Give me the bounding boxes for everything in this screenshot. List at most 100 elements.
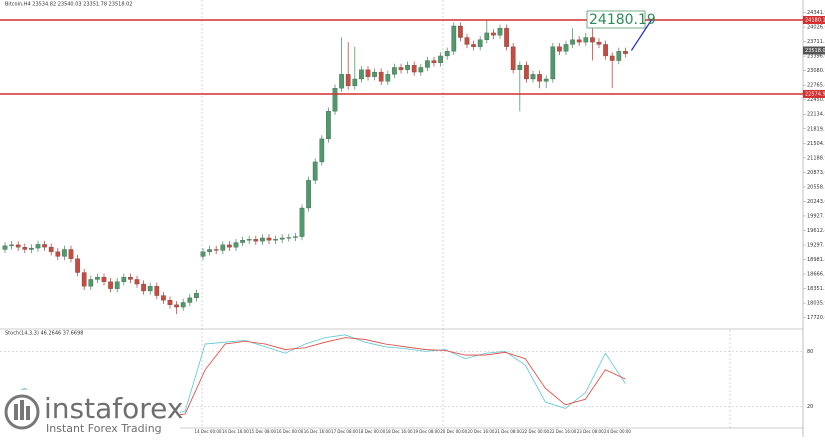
y-tick-label: 22765.40 <box>807 83 825 89</box>
y-tick-label: 23396.00 <box>807 54 825 60</box>
candle-body <box>48 247 54 252</box>
candle-body <box>55 251 61 257</box>
candle-body <box>550 46 556 80</box>
candle-body <box>319 138 325 163</box>
candle-body <box>68 249 74 259</box>
x-tick-label: 23 Dec 08:00 <box>577 429 604 434</box>
candle-body <box>392 67 397 75</box>
candle-body <box>114 281 120 289</box>
candle-body <box>62 249 67 257</box>
x-tick-label: 19 Dec 08:00 <box>413 429 440 434</box>
x-tick-label: 15 Dec 08:00 <box>249 429 276 434</box>
candle-body <box>95 276 100 280</box>
candle-body <box>583 37 589 43</box>
y-tick-label: 24341.90 <box>807 10 825 16</box>
candle-body <box>220 244 226 251</box>
candle-body <box>286 237 292 239</box>
candle-body <box>273 239 278 241</box>
candle-body <box>81 272 87 287</box>
candle-body <box>623 51 628 54</box>
candle-body <box>9 244 14 246</box>
candle-body <box>121 276 127 282</box>
candle-body <box>213 249 219 251</box>
candle-body <box>471 44 476 47</box>
oscillator-tick-label: 20 <box>807 404 813 410</box>
candle-body <box>590 37 595 43</box>
y-tick-label: 18035.90 <box>807 301 825 307</box>
candle-body <box>444 51 450 57</box>
candle-body <box>537 74 542 82</box>
candle-body <box>332 88 338 112</box>
candle-body <box>141 283 146 292</box>
candle-body <box>524 65 529 80</box>
candle-body <box>266 237 272 241</box>
price-label: 22574.98 <box>805 91 825 97</box>
candle-body <box>609 55 615 61</box>
logo <box>20 400 24 420</box>
candle-body <box>530 74 536 80</box>
candle-body <box>29 247 34 250</box>
candle-body <box>425 60 430 68</box>
candle-body <box>438 55 443 64</box>
watermark: instaforex Instant Forex Trading <box>0 390 183 437</box>
candle-body <box>42 244 47 248</box>
candle-body <box>563 44 569 52</box>
y-tick-label: 21188.90 <box>807 155 825 161</box>
candle-body <box>339 74 344 89</box>
price-label: 24180.19 <box>805 17 825 23</box>
candle-body <box>352 78 358 87</box>
candle-body <box>497 28 503 36</box>
candle-body <box>2 245 8 250</box>
y-tick-label: 19297.10 <box>807 243 825 249</box>
candle-body <box>451 25 457 52</box>
candle-body <box>464 37 470 45</box>
x-tick-label: 14 Dec 00:00 <box>195 429 222 434</box>
candle-body <box>411 65 417 73</box>
candle-body <box>431 60 437 64</box>
x-tick-label: 18 Dec 00:00 <box>358 429 385 434</box>
y-tick-label: 20873.60 <box>807 170 825 176</box>
watermark-tagline: Instant Forex Trading <box>46 422 162 435</box>
candle-body <box>200 251 206 257</box>
candle-body <box>378 71 384 82</box>
candle-body <box>491 32 496 36</box>
oscillator-title: Stoch(14,3,3) 46.2646 37.6698 <box>5 331 83 337</box>
candle-body <box>147 286 153 292</box>
price-label-box <box>803 89 825 98</box>
candle-body <box>167 300 173 305</box>
logo <box>26 406 30 420</box>
current-price-label: 23518.02 <box>805 48 825 54</box>
candle-body <box>180 302 186 308</box>
candle-body <box>161 295 166 301</box>
y-tick-label: 21819.50 <box>807 126 825 132</box>
y-tick-label: 22134.80 <box>807 112 825 118</box>
price-label-box <box>803 15 825 24</box>
x-tick-label: 22 Dec 00:00 <box>522 429 549 434</box>
x-tick-label: 21 Dec 08:00 <box>495 429 522 434</box>
candle-body <box>279 237 285 240</box>
candle-body <box>517 65 523 70</box>
candle-body <box>576 39 582 43</box>
x-tick-label: 14 Dec 16:00 <box>222 429 249 434</box>
candle-body <box>557 46 562 52</box>
candle-body <box>326 111 331 140</box>
y-tick-label: 20243.00 <box>807 199 825 205</box>
y-tick-label: 20558.30 <box>807 184 825 190</box>
projection <box>630 19 652 51</box>
y-tick-label: 18981.80 <box>807 257 825 263</box>
candle-body <box>101 276 107 282</box>
candle-body <box>299 207 305 237</box>
candle-body <box>570 39 575 45</box>
annotation-box <box>586 10 646 29</box>
candle-body <box>88 279 94 287</box>
watermark-brand: instaforex <box>44 392 183 425</box>
y-tick-label: 19927.70 <box>807 213 825 219</box>
y-tick-label: 19612.40 <box>807 228 825 234</box>
x-tick-label: 20 Dec 16:00 <box>468 429 495 434</box>
x-tick-label: 24 Dec 00:00 <box>604 429 631 434</box>
candle-body <box>510 46 516 70</box>
logo <box>14 404 18 420</box>
y-tick-label: 22450.10 <box>807 97 825 103</box>
x-tick-label: 20 Dec 00:00 <box>440 429 467 434</box>
